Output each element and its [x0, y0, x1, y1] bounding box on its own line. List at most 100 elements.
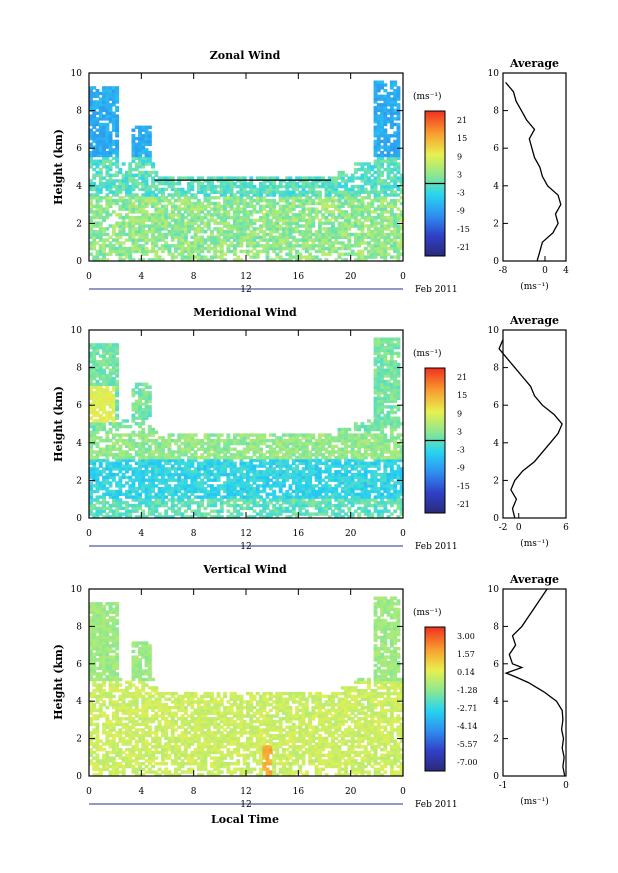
heat-cell — [174, 193, 178, 197]
heat-cell — [288, 484, 293, 488]
heat-cell — [396, 249, 401, 254]
heat-cell — [347, 458, 352, 463]
heat-cell — [340, 246, 345, 251]
heat-cell — [357, 184, 362, 189]
heat-cell — [386, 97, 391, 101]
heat-cell — [111, 230, 116, 234]
heat-cell — [157, 235, 162, 239]
heat-cell — [367, 218, 371, 223]
heat-cell — [389, 232, 394, 237]
heat-cell — [301, 444, 306, 449]
heat-cell — [239, 215, 244, 220]
heat-cell — [92, 244, 97, 248]
heat-cell — [219, 176, 224, 180]
heat-cell — [206, 187, 211, 192]
heat-cell — [308, 478, 312, 482]
heat-cell — [177, 450, 182, 454]
heat-cell — [278, 182, 283, 186]
heat-cell — [147, 215, 152, 220]
heat-cell — [288, 241, 293, 245]
heat-cell — [282, 506, 286, 511]
heat-cell — [95, 343, 100, 347]
heat-cell — [89, 470, 93, 474]
heat-cell — [327, 503, 332, 508]
heat-cell — [380, 156, 384, 161]
heat-cell — [334, 506, 339, 511]
heat-cell — [128, 492, 133, 496]
heat-cell — [337, 498, 342, 502]
heat-cell — [393, 249, 398, 254]
heat-cell — [138, 461, 142, 465]
heat-cell — [318, 184, 322, 189]
heat-cell — [259, 230, 263, 234]
heat-cell — [331, 444, 335, 449]
heat-cell — [98, 134, 103, 138]
heat-cell — [340, 464, 345, 468]
heat-cell — [115, 179, 120, 183]
heat-cell — [111, 246, 116, 251]
heat-cell — [337, 427, 342, 432]
heat-cell — [311, 244, 316, 248]
heat-cell — [193, 204, 198, 208]
heat-cell — [242, 187, 247, 192]
heat-cell — [92, 393, 97, 398]
heat-cell — [196, 215, 201, 220]
heat-cell — [288, 252, 293, 256]
heat-cell — [147, 458, 152, 463]
heat-cell — [265, 179, 270, 183]
heat-cell — [324, 501, 329, 505]
heat-cell — [210, 484, 214, 488]
heat-cell — [259, 512, 263, 516]
heat-cell — [291, 501, 296, 505]
heat-cell — [393, 80, 398, 84]
heat-cell — [151, 235, 155, 239]
heat-cell — [229, 515, 234, 519]
heat-cell — [373, 170, 378, 175]
heat-cell — [92, 153, 97, 158]
heat-cell — [246, 436, 250, 440]
heat-cell — [232, 227, 237, 231]
heat-cell — [157, 215, 162, 220]
heat-cell — [308, 210, 312, 214]
heat-cell — [154, 193, 159, 197]
heat-cell — [102, 128, 106, 132]
heat-cell — [376, 94, 381, 98]
heat-cell — [108, 343, 113, 347]
heat-cell — [196, 213, 201, 217]
heat-cell — [147, 410, 152, 415]
heat-cell — [108, 114, 113, 118]
heat-cell — [147, 489, 152, 494]
heat-cell — [272, 258, 277, 262]
heat-cell — [167, 506, 172, 511]
heat-cell — [102, 348, 106, 353]
heat-cell — [92, 346, 97, 350]
heat-cell — [311, 501, 316, 505]
heat-cell — [151, 467, 155, 471]
heat-cell — [373, 246, 378, 251]
heat-cell — [141, 487, 146, 491]
heat-cell — [95, 478, 100, 482]
heat-cell — [314, 501, 319, 505]
heat-cell — [200, 467, 205, 471]
heat-cell — [396, 244, 401, 248]
heat-cell — [282, 472, 286, 477]
heat-cell — [98, 187, 103, 192]
heat-cell — [347, 215, 352, 220]
heat-cell — [380, 173, 384, 177]
heat-cell — [301, 210, 306, 214]
heat-cell — [115, 489, 120, 494]
heat-cell — [134, 136, 139, 141]
heat-cell — [275, 218, 280, 223]
heat-cell — [324, 210, 329, 214]
heat-cell — [151, 456, 155, 460]
heat-cell — [102, 162, 106, 166]
heat-cell — [380, 105, 384, 110]
heat-cell — [308, 224, 312, 228]
heat-cell — [239, 439, 244, 443]
heat-cell — [396, 255, 401, 259]
heat-cell — [144, 478, 149, 482]
heat-cell — [298, 199, 303, 203]
heat-cell — [367, 162, 371, 166]
heat-cell — [89, 94, 93, 98]
heat-cell — [190, 489, 195, 494]
